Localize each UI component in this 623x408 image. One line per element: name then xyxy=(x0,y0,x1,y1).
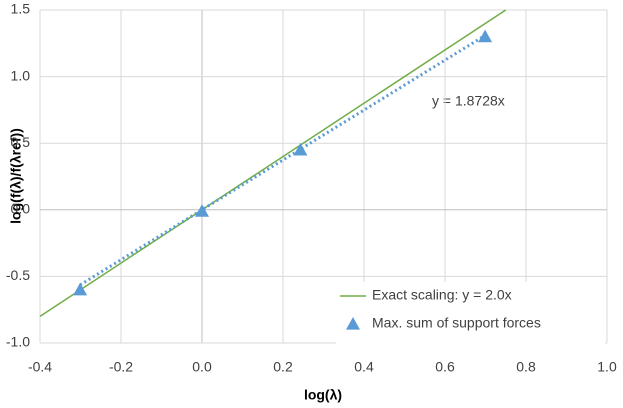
x-tick-label: -0.4 xyxy=(28,359,52,375)
legend-symbol xyxy=(346,317,360,330)
y-tick-label: -0.5 xyxy=(6,267,30,283)
y-tick-label: 1.5 xyxy=(11,1,31,17)
x-tick-label: 0.6 xyxy=(435,359,455,375)
x-tick-label: 0.2 xyxy=(273,359,293,375)
x-tick-label: -0.2 xyxy=(109,359,133,375)
trendline-equation: y = 1.8728x xyxy=(432,93,505,109)
x-tick-label: 0.4 xyxy=(354,359,374,375)
marker xyxy=(293,142,308,156)
reference-line xyxy=(39,9,507,317)
x-tick-label: 1.0 xyxy=(597,359,617,375)
y-axis-title: log(f(λ)/f(λref)) xyxy=(8,128,24,224)
legend xyxy=(336,282,605,344)
x-tick-label: 0.8 xyxy=(516,359,536,375)
legend-label: Max. sum of support forces xyxy=(372,315,541,331)
x-tick-label: 0.0 xyxy=(192,359,212,375)
marker xyxy=(73,282,88,296)
y-tick-label: -1.0 xyxy=(6,334,30,350)
x-axis-title: log(λ) xyxy=(304,387,342,403)
trendline xyxy=(79,34,486,287)
y-tick-label: 1.0 xyxy=(11,67,31,83)
y-tick-label: 0.0 xyxy=(11,201,31,217)
marker xyxy=(195,204,209,217)
y-tick-label: 0.5 xyxy=(11,134,31,150)
legend-label: Exact scaling: y = 2.0x xyxy=(372,287,512,303)
